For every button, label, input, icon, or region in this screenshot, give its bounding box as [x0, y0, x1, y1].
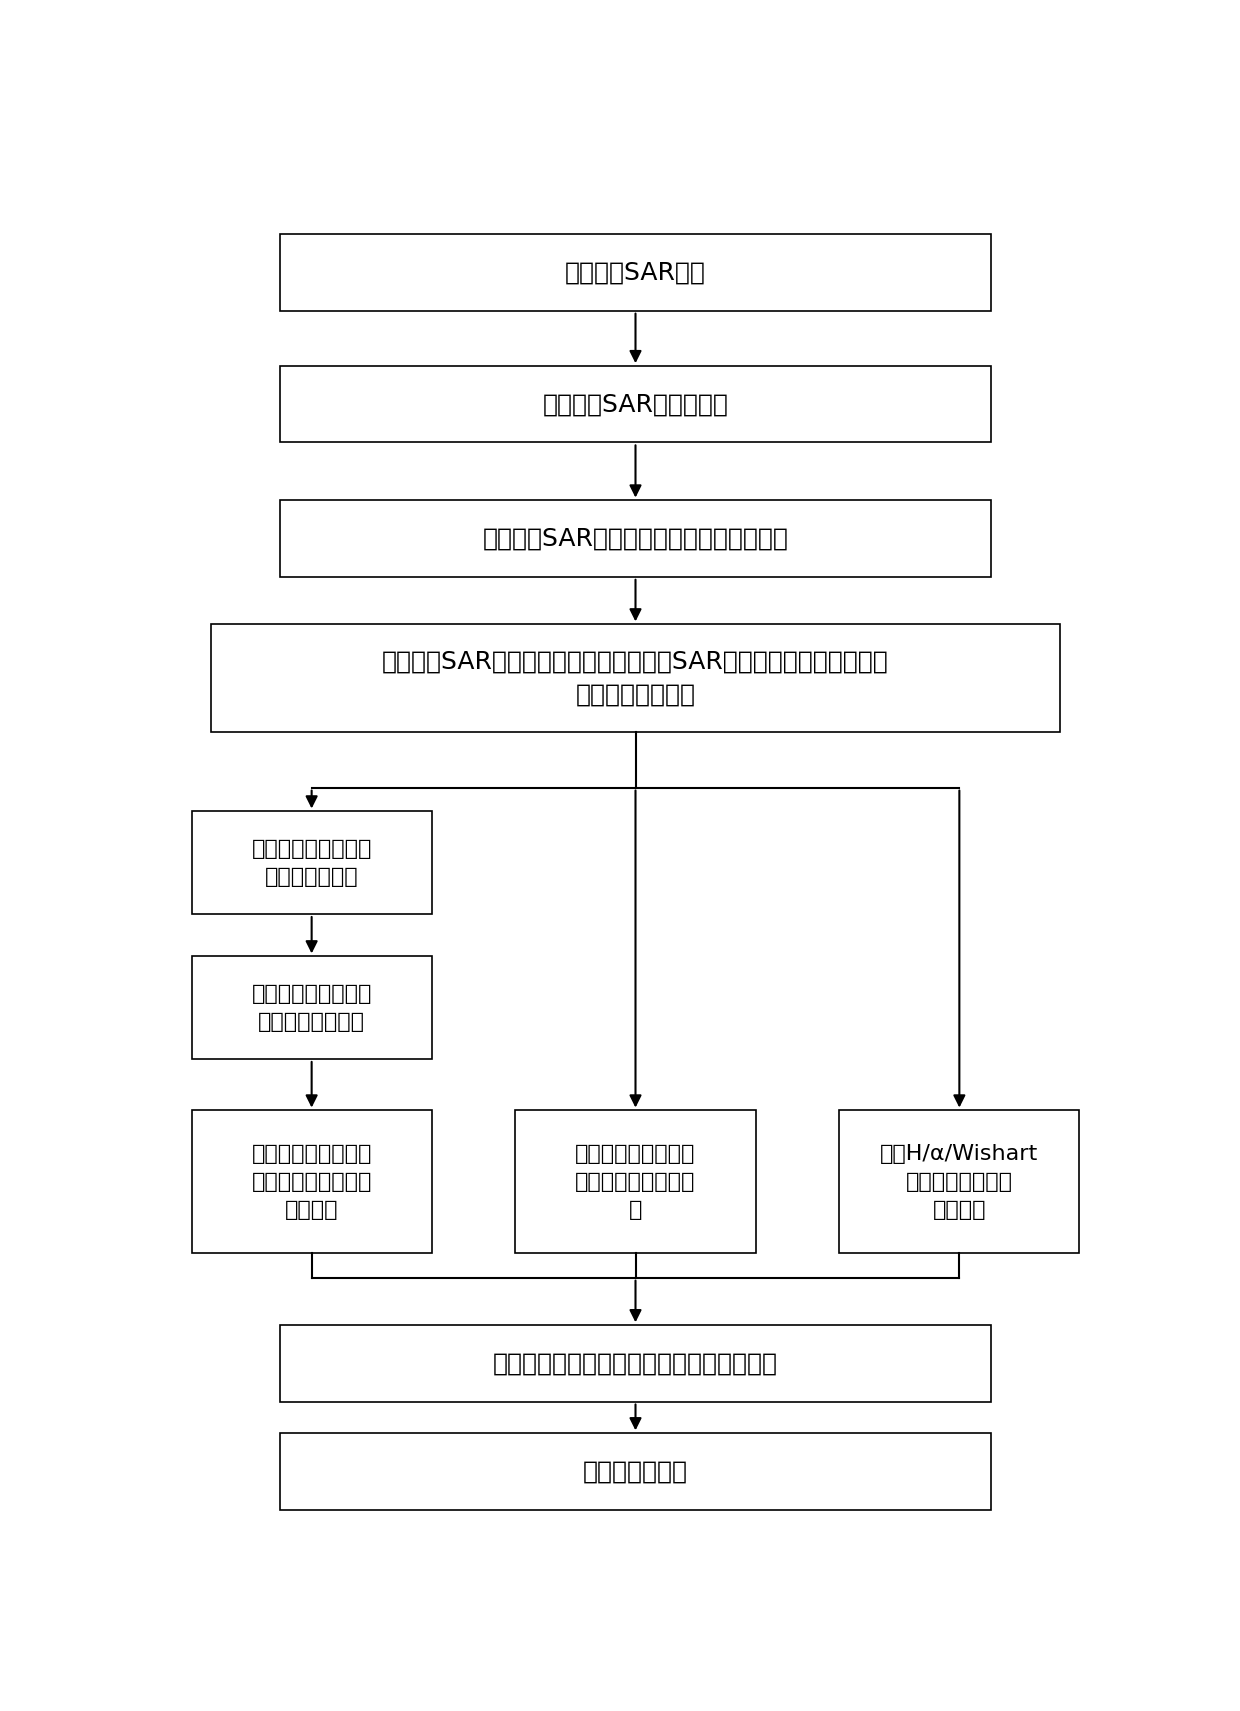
FancyBboxPatch shape [280, 1324, 991, 1401]
Text: 输入极化SAR图像: 输入极化SAR图像 [565, 260, 706, 284]
Text: 对结构区域采用基于
超像素的方法进行分
割: 对结构区域采用基于 超像素的方法进行分 割 [575, 1143, 696, 1220]
Text: 提取极化SAR图像功率图的素描图和区域图: 提取极化SAR图像功率图的素描图和区域图 [482, 527, 789, 551]
FancyBboxPatch shape [280, 1434, 991, 1509]
FancyBboxPatch shape [191, 811, 432, 914]
Text: 提取极化SAR图像功率图: 提取极化SAR图像功率图 [543, 392, 728, 416]
FancyBboxPatch shape [211, 625, 1060, 732]
Text: 采用基于图割的谱聚
类的方法对聚集区域
进行分割: 采用基于图割的谱聚 类的方法对聚集区域 进行分割 [252, 1143, 372, 1220]
FancyBboxPatch shape [280, 500, 991, 577]
FancyBboxPatch shape [191, 1110, 432, 1252]
Text: 对低秩分解的低秩部
分进行直方图统计: 对低秩分解的低秩部 分进行直方图统计 [252, 984, 372, 1032]
Text: 融合聚集区域、匀制区域和结构区域的结果: 融合聚集区域、匀制区域和结构区域的结果 [494, 1352, 777, 1376]
Text: 聚集区域提取低秩矩
阵进行低秩分解: 聚集区域提取低秩矩 阵进行低秩分解 [252, 838, 372, 886]
FancyBboxPatch shape [191, 956, 432, 1059]
FancyBboxPatch shape [280, 234, 991, 311]
Text: 最终的分割结果: 最终的分割结果 [583, 1459, 688, 1483]
Text: 根据极化SAR图像功率图的区域图将极化SAR图像映射为聚集区域、匀
制区域和结构区域: 根据极化SAR图像功率图的区域图将极化SAR图像映射为聚集区域、匀 制区域和结构… [382, 650, 889, 707]
FancyBboxPatch shape [839, 1110, 1080, 1252]
FancyBboxPatch shape [516, 1110, 755, 1252]
FancyBboxPatch shape [280, 366, 991, 443]
Text: 利用H/α/Wishart
分类器对匀制区域
进行分割: 利用H/α/Wishart 分类器对匀制区域 进行分割 [880, 1143, 1038, 1220]
